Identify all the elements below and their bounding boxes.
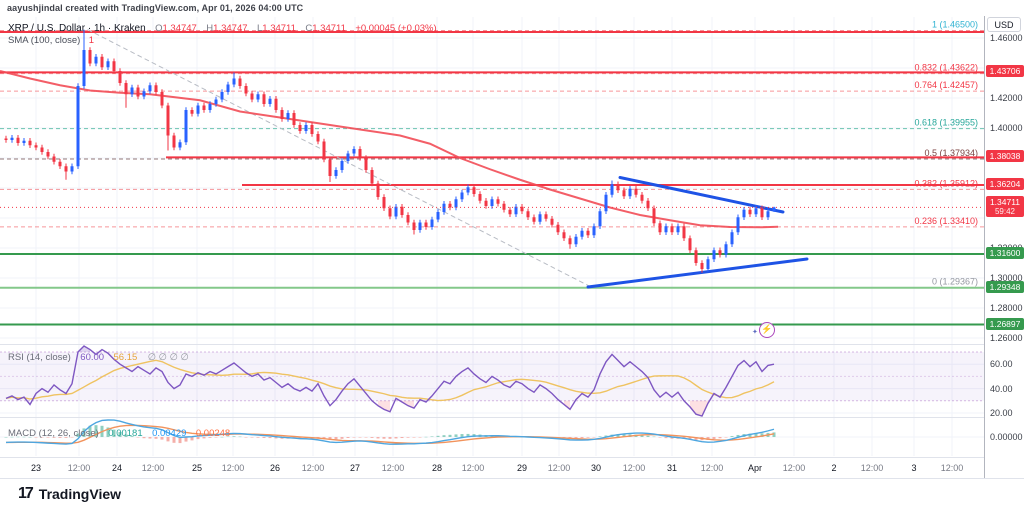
- tradingview-logo[interactable]: 17 TradingView: [18, 485, 122, 503]
- currency-usd-button[interactable]: USD: [987, 17, 1021, 32]
- price-level-badge: 1.31600: [986, 247, 1024, 259]
- fib-retracement-lines: 1 (1.46500) 0.832 (1.43622) 0.764 (1.42457…: [0, 20, 984, 288]
- macd-plot: [4, 419, 776, 445]
- price-level-badge: 1.26897: [986, 317, 1024, 330]
- svg-text:1 (1.46500): 1 (1.46500): [932, 20, 978, 30]
- price-axis-label: 1.30000: [990, 273, 1023, 283]
- price-axis-label: 1.28000: [990, 303, 1023, 313]
- time-axis-label: Apr: [747, 463, 763, 473]
- time-axis-label: 23: [30, 463, 42, 473]
- candlesticks: [4, 29, 776, 273]
- price-level-badge: 1.43706: [986, 65, 1024, 78]
- time-axis-label: 25: [191, 463, 203, 473]
- time-axis-label: 29: [516, 463, 528, 473]
- spark-icon: ✦: [752, 329, 758, 336]
- time-axis-label: 12:00: [141, 463, 165, 473]
- price-level-badge: 1.38038: [986, 150, 1024, 163]
- time-axis-label: 24: [111, 463, 123, 473]
- sma-100-line: [0, 70, 779, 229]
- svg-text:0 (1.29367): 0 (1.29367): [932, 276, 978, 286]
- rsi-plot: [5, 345, 775, 417]
- footer-bar: 17 TradingView: [0, 478, 1024, 512]
- time-axis-label: 12:00: [547, 463, 571, 473]
- time-axis-label: 28: [431, 463, 443, 473]
- time-axis-label: 12:00: [782, 463, 806, 473]
- macd-axis-label: 0.00000: [990, 432, 1023, 442]
- price-axis-label: 1.42000: [990, 93, 1023, 103]
- time-axis-label: 30: [590, 463, 602, 473]
- rsi-axis-label: 60.00: [990, 359, 1013, 370]
- price-axis-label: 1.40000: [990, 123, 1023, 133]
- time-axis-label: 12:00: [860, 463, 884, 473]
- chart-canvas[interactable]: 1 (1.46500) 0.832 (1.43622) 0.764 (1.42457…: [0, 16, 1024, 457]
- time-axis-label: 12:00: [67, 463, 91, 473]
- svg-text:0.236 (1.33410): 0.236 (1.33410): [914, 216, 978, 226]
- time-axis-label: 12:00: [221, 463, 245, 473]
- tradingview-logo-text: TradingView: [38, 486, 122, 502]
- time-axis-label: 12:00: [622, 463, 646, 473]
- support-resistance-lines: [0, 31, 984, 326]
- tradingview-logo-icon: 17: [18, 485, 34, 502]
- attribution-text: aayushjindal created with TradingView.co…: [7, 3, 304, 13]
- flash-marker-icon[interactable]: ⚡: [759, 322, 775, 338]
- time-axis-label: 12:00: [301, 463, 325, 473]
- rsi-axis-label: 40.00: [990, 383, 1013, 394]
- svg-text:0.5 (1.37934): 0.5 (1.37934): [924, 148, 978, 158]
- svg-text:0.618 (1.39955): 0.618 (1.39955): [914, 118, 978, 128]
- price-level-badge: 1.36204: [986, 177, 1024, 190]
- svg-text:0.382 (1.35912): 0.382 (1.35912): [914, 178, 978, 188]
- time-axis-label: 12:00: [940, 463, 964, 473]
- time-axis-label: 2: [831, 463, 837, 473]
- time-axis-label: 26: [269, 463, 281, 473]
- rsi-axis-label: 20.00: [990, 408, 1013, 418]
- svg-text:0.832 (1.43622): 0.832 (1.43622): [914, 63, 978, 73]
- svg-text:0.764 (1.42457): 0.764 (1.42457): [914, 80, 978, 90]
- price-axis[interactable]: 1.460001.420001.400001.320001.300001.280…: [984, 16, 1024, 478]
- time-axis-label: 31: [666, 463, 678, 473]
- price-axis-label: 1.26000: [990, 333, 1023, 343]
- price-level-badge: 1.29348: [986, 280, 1024, 293]
- current-price-badge: 1.34711 59:42: [986, 196, 1024, 218]
- price-axis-label: 1.46000: [990, 33, 1023, 43]
- time-axis-label: 12:00: [461, 463, 485, 473]
- time-axis-label: 27: [349, 463, 361, 473]
- time-axis[interactable]: 23 12:00 24 12:00 25 12:00 26 12:00 27 12:00 28 12:…: [0, 457, 1024, 478]
- time-axis-label: 3: [911, 463, 917, 473]
- time-axis-label: 12:00: [700, 463, 724, 473]
- time-axis-label: 12:00: [381, 463, 405, 473]
